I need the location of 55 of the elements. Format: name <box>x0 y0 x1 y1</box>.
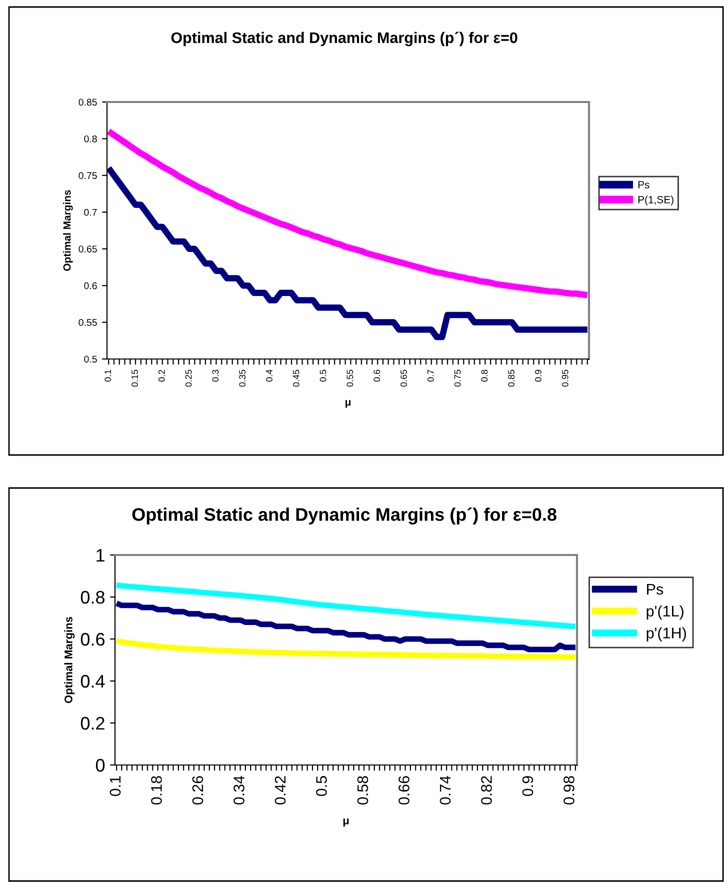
x-tick-label: 0.4 <box>266 370 272 382</box>
x-tick-label: 0.5 <box>320 370 326 382</box>
x-tick-label: 0.95 <box>562 370 568 387</box>
x-tick-label: 0.3 <box>212 370 219 382</box>
x-tick-label: 0.5 <box>316 776 327 796</box>
y-tick-label: 0.5 <box>84 356 97 363</box>
y-tick-label: 0.6 <box>80 632 104 646</box>
legend-label: Ps <box>647 584 664 595</box>
x-tick-label: 0.34 <box>234 776 244 805</box>
x-tick-label: 0.35 <box>239 370 246 387</box>
x-tick-label: 0.6 <box>374 370 380 382</box>
y-tick-label: 0.8 <box>80 590 104 604</box>
x-tick-label: 0.9 <box>522 776 534 796</box>
x-tick-label: 0.9 <box>535 370 542 382</box>
legend-label: Ps <box>638 181 650 188</box>
x-tick-label: 0.42 <box>274 776 286 805</box>
x-tick-label: 0.1 <box>110 776 121 796</box>
legend-label: p'(1L) <box>646 605 684 620</box>
x-axis-title: μ <box>343 818 349 827</box>
x-tick-label: 0.45 <box>292 370 300 387</box>
x-tick-label: 0.7 <box>427 370 434 382</box>
legend-label: P(1,SE) <box>638 196 674 206</box>
x-tick-label: 0.98 <box>564 776 574 805</box>
legend-label: p'(1H) <box>646 627 686 642</box>
y-tick-label: 0 <box>96 758 105 772</box>
y-tick-label: 0.6 <box>84 282 97 290</box>
x-tick-label: 0.75 <box>454 370 461 387</box>
x-tick-label: 0.2 <box>158 370 165 382</box>
x-tick-label: 0.18 <box>151 776 162 805</box>
y-tick-label: 0.65 <box>78 246 97 252</box>
x-tick-label: 0.66 <box>398 776 410 805</box>
y-tick-label: 0.8 <box>84 135 97 142</box>
x-tick-label: 0.65 <box>400 370 407 387</box>
x-axis-title: μ <box>346 400 350 408</box>
x-tick-label: 0.85 <box>508 370 514 387</box>
y-axis-title: Optimal Margins <box>63 190 73 271</box>
y-tick-label: 0.55 <box>78 319 97 326</box>
y-tick-label: 0.4 <box>80 674 105 688</box>
x-tick-label: 0.55 <box>346 370 354 387</box>
chart-title: Optimal Static and Dynamic Margins (p´) for ε=0.8 <box>132 507 556 525</box>
x-tick-label: 0.25 <box>185 370 192 387</box>
y-tick-label: 0.75 <box>78 172 97 180</box>
x-tick-label: 0.8 <box>481 370 488 382</box>
y-tick-label: 0.2 <box>80 716 104 730</box>
x-tick-label: 0.74 <box>440 776 451 805</box>
x-tick-label: 0.1 <box>104 370 112 382</box>
x-tick-label: 0.82 <box>481 776 492 805</box>
chart-title: Optimal Static and Dynamic Margins (p´) for ε=0 <box>171 32 518 46</box>
y-tick-label: 0.85 <box>78 98 97 106</box>
y-tick-label: 0.7 <box>84 208 97 216</box>
y-axis-title: Optimal Margins <box>64 616 75 704</box>
y-tick-label: 1 <box>96 549 104 562</box>
x-tick-label: 0.58 <box>357 776 368 805</box>
x-tick-label: 0.26 <box>192 776 204 805</box>
x-tick-label: 0.15 <box>132 370 138 387</box>
